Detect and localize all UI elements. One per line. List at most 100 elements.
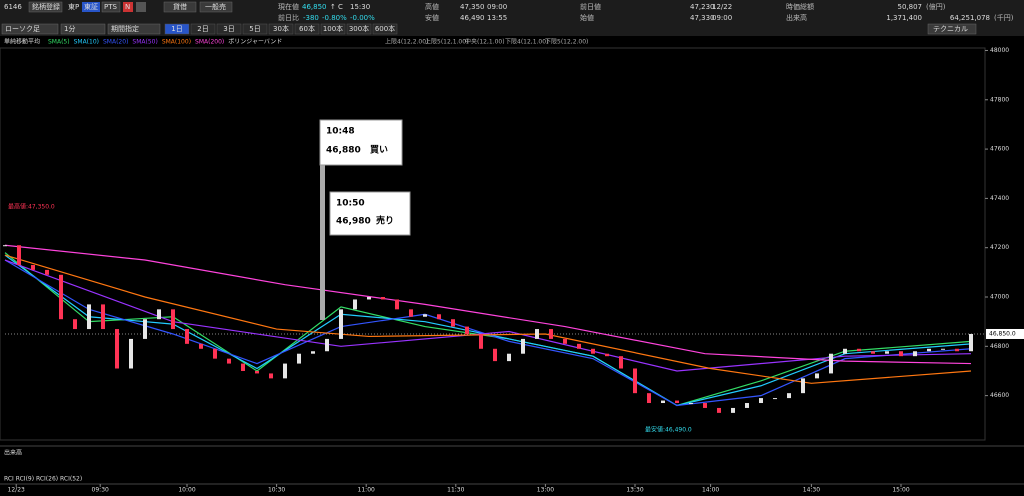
candle	[17, 245, 21, 265]
margin[interactable]: 貸借	[173, 2, 187, 11]
candle	[801, 378, 805, 394]
legend-entry: SMA(5)	[48, 39, 70, 46]
technical[interactable]: テクニカル	[933, 25, 968, 33]
plot-area	[0, 47, 986, 441]
label: 出来高	[786, 13, 807, 22]
candle	[717, 407, 721, 413]
legend-entry: SMA(200)	[195, 39, 224, 46]
range-button[interactable]	[294, 23, 320, 35]
candle	[703, 403, 707, 408]
range-button[interactable]	[216, 23, 242, 35]
candle	[773, 398, 777, 400]
tooltip-side: 売り	[376, 215, 394, 227]
exchange-button[interactable]	[82, 2, 100, 12]
arrow: ↑	[330, 3, 336, 11]
range[interactable]: 300本	[349, 24, 369, 33]
change-pct: -0.00%	[350, 14, 375, 22]
candle	[115, 329, 119, 369]
general[interactable]: 一般売	[205, 2, 226, 11]
range[interactable]: 60本	[299, 24, 315, 33]
candle	[745, 403, 749, 408]
interval-select[interactable]	[60, 23, 106, 35]
x-tick-label: 14:00	[702, 487, 719, 494]
code: 6146	[4, 3, 22, 11]
candle	[507, 353, 511, 362]
chart-type[interactable]: ローソク足	[5, 25, 40, 33]
technical-button[interactable]	[927, 23, 977, 35]
icon[interactable]	[136, 2, 146, 12]
time: 09:00	[487, 3, 507, 11]
low-marker: 最安値:46,490.0	[645, 426, 692, 434]
y-tick-label: 47600	[990, 146, 1009, 153]
range[interactable]: 1日	[171, 25, 182, 33]
candle	[59, 274, 63, 320]
candle	[241, 363, 245, 371]
candle	[227, 358, 231, 364]
candle	[45, 269, 49, 275]
range-button[interactable]	[320, 23, 346, 35]
news-icon[interactable]	[123, 2, 133, 12]
legend-entry: 中央(12,1.00)	[465, 38, 505, 46]
register[interactable]: 銘柄登録	[32, 2, 60, 11]
chart-type-select[interactable]	[1, 23, 59, 35]
candle	[829, 353, 833, 374]
current-price-box	[986, 328, 1024, 339]
y-tick-label: 47200	[990, 244, 1009, 251]
x-tick-label: 10:30	[268, 487, 285, 494]
unit: (千円)	[994, 13, 1014, 22]
legend-entry: 下限4(12,1.00)	[505, 38, 548, 46]
candle	[213, 348, 217, 359]
label: 前日比	[278, 13, 299, 22]
range[interactable]: 600本	[375, 24, 395, 33]
register-button[interactable]	[28, 1, 63, 13]
price: 46,850	[302, 3, 327, 11]
candle	[843, 348, 847, 354]
candle	[941, 348, 945, 350]
period-select[interactable]	[107, 23, 161, 35]
candle	[451, 319, 455, 327]
time: 09:00	[712, 14, 732, 22]
range[interactable]: 100本	[323, 24, 343, 33]
legend-entry: SMA(10)	[74, 39, 99, 46]
range-button[interactable]	[268, 23, 294, 35]
candle	[493, 348, 497, 362]
range-button[interactable]	[372, 23, 398, 35]
pts[interactable]: PTS	[104, 3, 117, 11]
candle	[311, 351, 315, 354]
current-price: 46,850.0	[989, 330, 1016, 337]
candle	[339, 309, 343, 339]
candle	[521, 338, 525, 354]
y-tick-label: 46800	[990, 343, 1009, 350]
candle	[661, 400, 665, 404]
range[interactable]: 30本	[273, 24, 289, 33]
general-button[interactable]	[199, 1, 233, 13]
candle	[577, 343, 581, 349]
candle	[129, 338, 133, 369]
range[interactable]: 3日	[223, 25, 234, 33]
candle	[899, 351, 903, 357]
range[interactable]: 2日	[197, 25, 208, 33]
exchange[interactable]: 東証	[84, 2, 98, 11]
interval[interactable]: 1分	[64, 24, 75, 33]
legend-entry: ボリンジャーバンド	[228, 38, 282, 46]
range[interactable]: 5日	[249, 25, 260, 33]
pts-button[interactable]	[101, 1, 121, 13]
x-tick-label: 15:00	[892, 487, 909, 494]
candle	[913, 351, 917, 357]
range-button[interactable]	[242, 23, 268, 35]
candle	[325, 338, 329, 352]
y-tick-label: 46600	[990, 392, 1009, 399]
x-tick-label: 11:30	[447, 487, 464, 494]
range-button[interactable]	[190, 23, 216, 35]
news[interactable]: N	[125, 3, 130, 11]
period[interactable]: 期間指定	[111, 24, 139, 33]
y-tick-label: 47400	[990, 195, 1009, 202]
label: 現在値	[278, 2, 299, 11]
candle	[535, 329, 539, 339]
candle	[283, 363, 287, 379]
margin-button[interactable]	[163, 1, 197, 13]
pointer	[320, 165, 325, 320]
range-button[interactable]	[164, 23, 190, 35]
tooltip-price: 46,980	[336, 217, 371, 227]
range-button[interactable]	[346, 23, 372, 35]
